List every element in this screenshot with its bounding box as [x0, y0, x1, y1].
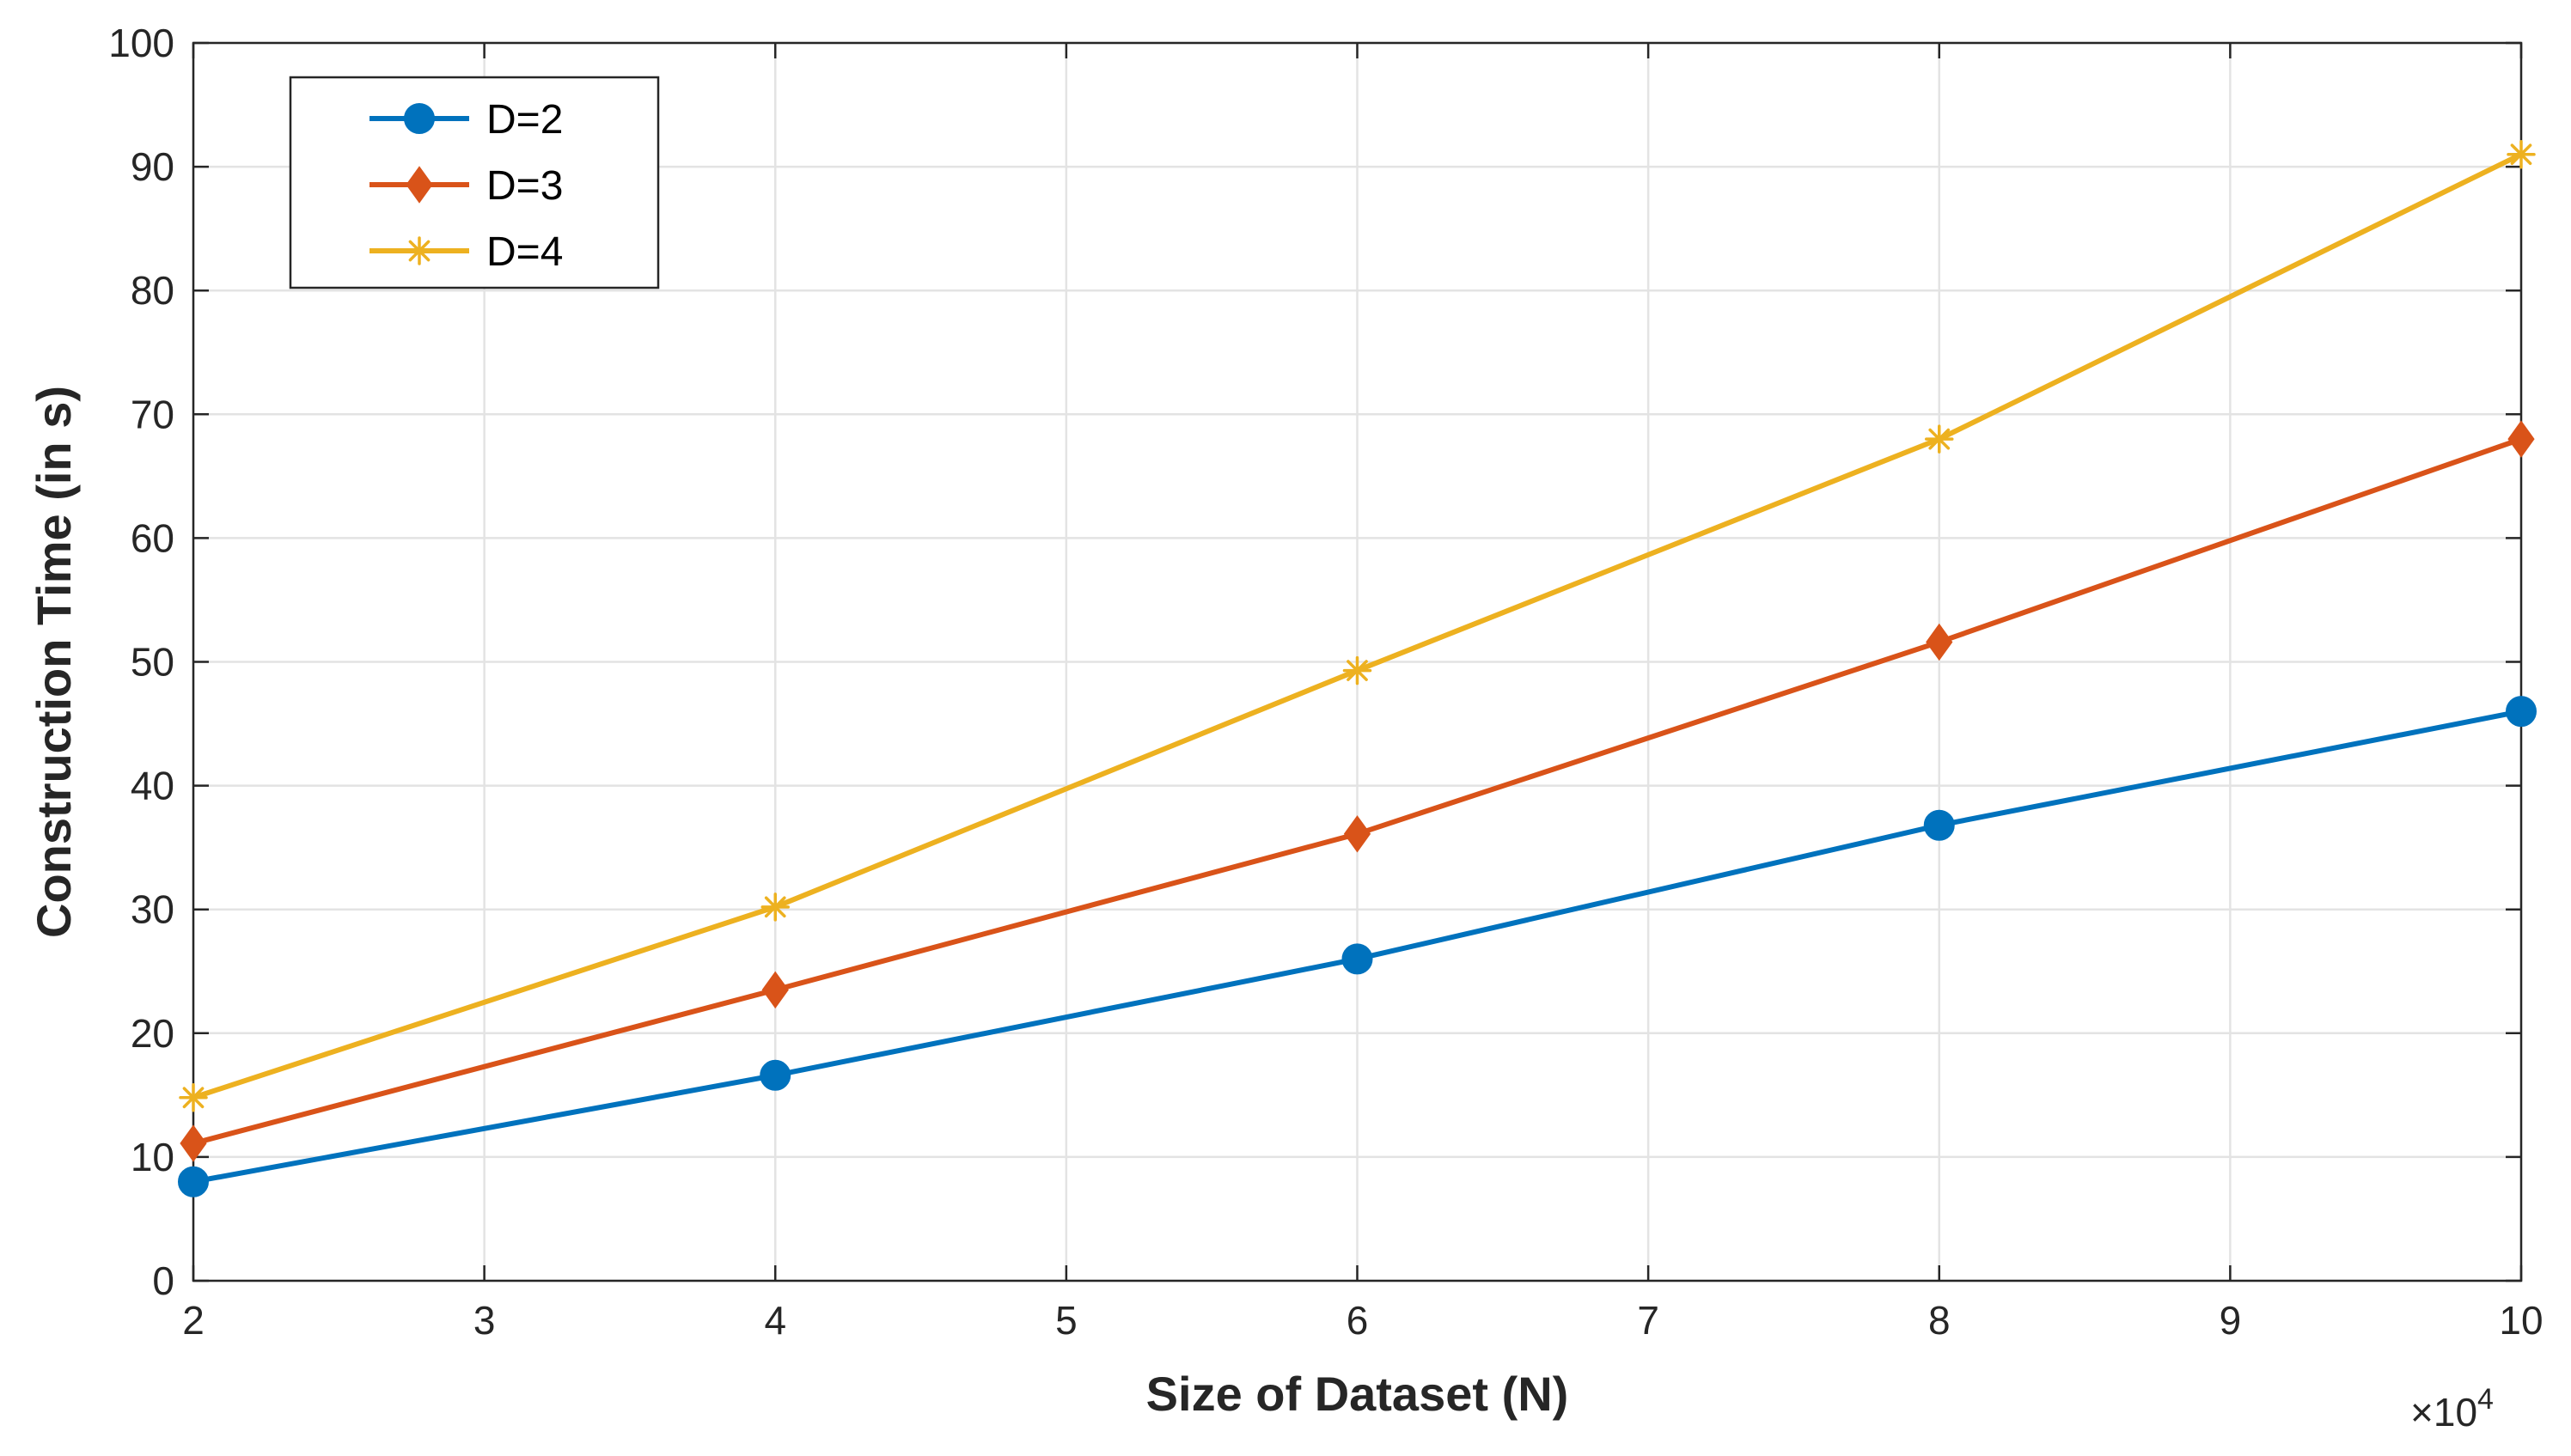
x-tick-label: 10 — [2499, 1298, 2543, 1343]
x-tick-label: 8 — [1928, 1298, 1951, 1343]
data-point — [1926, 623, 1953, 661]
y-tick-label: 20 — [131, 1011, 174, 1056]
y-tick-label: 100 — [108, 21, 174, 65]
y-tick-label: 10 — [131, 1135, 174, 1179]
x-tick-label: 4 — [764, 1298, 786, 1343]
data-point — [1341, 943, 1373, 975]
x-axis-ticks: 2 3 4 5 6 7 8 9 10 — [182, 43, 2544, 1343]
data-point — [2507, 420, 2535, 458]
series-layer — [178, 139, 2537, 1197]
x-tick-label: 5 — [1055, 1298, 1078, 1343]
y-tick-label: 70 — [131, 392, 174, 436]
legend-box — [289, 76, 660, 289]
y-tick-label: 30 — [131, 887, 174, 932]
x-axis-exponent-label: ×104 — [2410, 1383, 2494, 1435]
data-point — [2506, 696, 2537, 728]
legend-item: D=3 — [369, 163, 563, 209]
data-point — [760, 1059, 791, 1091]
x-exponent-base: ×10 — [2410, 1390, 2477, 1435]
data-point — [1342, 655, 1372, 685]
y-tick-label: 90 — [131, 144, 174, 189]
series-3 — [179, 139, 2536, 1112]
x-tick-label: 7 — [1637, 1298, 1659, 1343]
series-1 — [178, 696, 2537, 1197]
x-exponent-power: 4 — [2477, 1383, 2494, 1416]
legend: D=2 D=3 D=4 — [289, 76, 660, 289]
legend-marker — [404, 103, 435, 134]
data-point — [761, 971, 789, 1009]
data-point — [1343, 815, 1371, 853]
data-point — [178, 1166, 209, 1197]
x-tick-label: 3 — [473, 1298, 496, 1343]
legend-marker — [406, 166, 433, 204]
data-point — [760, 892, 790, 922]
legend-item: D=2 — [369, 97, 563, 143]
x-tick-label: 9 — [2220, 1298, 2242, 1343]
series-2 — [180, 420, 2535, 1162]
legend-items: D=2 D=3 D=4 — [369, 97, 563, 275]
y-tick-label: 40 — [131, 764, 174, 808]
legend-item: D=4 — [369, 229, 563, 275]
x-tick-label: 6 — [1347, 1298, 1369, 1343]
data-point — [2507, 139, 2536, 169]
y-axis-ticks: 0 10 20 30 40 50 60 70 80 90 100 — [108, 21, 2521, 1303]
y-axis-title: Construction Time (in s) — [27, 386, 81, 938]
legend-label: D=3 — [486, 163, 563, 209]
y-tick-label: 80 — [131, 268, 174, 313]
legend-label: D=2 — [486, 97, 563, 143]
data-point — [1925, 424, 1954, 454]
x-tick-label: 2 — [182, 1298, 205, 1343]
x-axis-title: Size of Dataset (N) — [1146, 1367, 1569, 1421]
data-point — [180, 1124, 207, 1162]
y-tick-label: 0 — [152, 1258, 174, 1303]
data-point — [179, 1082, 208, 1112]
legend-label: D=4 — [486, 229, 563, 275]
legend-marker — [405, 236, 434, 265]
y-tick-label: 50 — [131, 640, 174, 685]
y-tick-label: 60 — [131, 515, 174, 560]
data-point — [1923, 809, 1955, 841]
